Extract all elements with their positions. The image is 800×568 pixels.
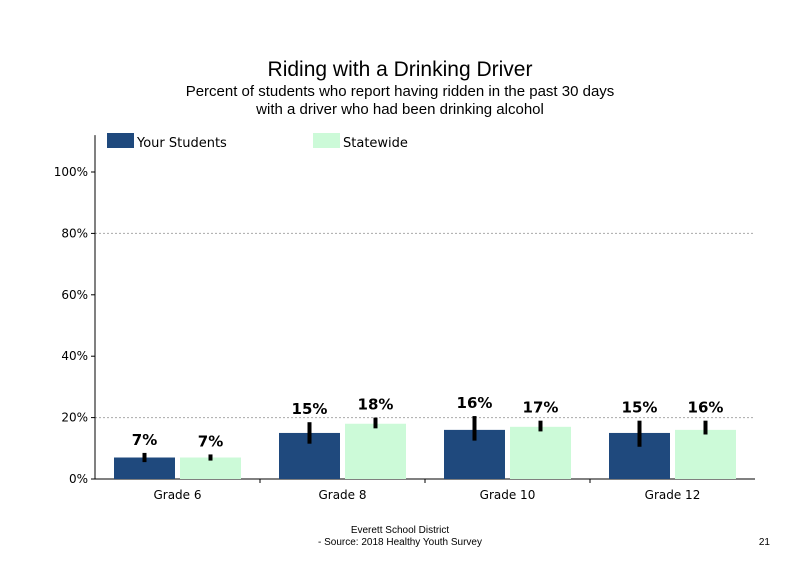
chart-subtitle: Percent of students who report having ri… (0, 83, 800, 119)
data-label: 18% (358, 396, 394, 414)
x-tick-label: Grade 8 (318, 488, 366, 502)
y-tick-label: 100% (54, 165, 88, 179)
gridlines (95, 232, 755, 419)
data-label: 7% (198, 432, 223, 450)
bar-your-students (114, 457, 175, 479)
chart-title: Riding with a Drinking Driver (267, 58, 533, 81)
bar-statewide (510, 426, 571, 479)
data-label: 16% (457, 394, 493, 412)
data-label: 16% (688, 399, 724, 417)
x-tick-label: Grade 10 (480, 488, 536, 502)
footer-district: Everett School District (350, 525, 450, 536)
bar-statewide (675, 429, 736, 479)
page-number: 21 (758, 537, 770, 548)
x-tick-label: Grade 12 (645, 488, 701, 502)
legend-swatch-statewide (313, 133, 340, 148)
subtitle-line-1: Percent of students who report having ri… (185, 83, 615, 100)
footer-source: - Source: 2018 Healthy Youth Survey (318, 537, 482, 548)
legend-label: Statewide (343, 136, 408, 151)
y-tick-label: 80% (61, 226, 88, 240)
legend-label: Your Students (136, 136, 227, 151)
data-label: 15% (622, 399, 658, 417)
y-tick-label: 0% (69, 472, 88, 486)
footer: Everett School District - Source: 2018 H… (0, 525, 800, 549)
y-tick-label: 40% (61, 349, 88, 363)
data-labels: 7% 7% 15% 18% 16% 17% 15% 16% (132, 394, 724, 450)
bar-statewide (345, 423, 406, 479)
error-bars (142, 416, 708, 463)
data-label: 15% (292, 400, 328, 418)
x-tick-label: Grade 6 (153, 488, 201, 502)
y-tick-label: 20% (61, 411, 88, 425)
legend: Your Students Statewide (107, 133, 408, 151)
legend-swatch-your-students (107, 133, 134, 148)
data-label: 7% (132, 431, 157, 449)
subtitle-line-2: with a driver who had been drinking alco… (256, 101, 544, 118)
bar-statewide (180, 457, 241, 479)
y-tick-label: 60% (61, 288, 88, 302)
data-label: 17% (523, 399, 559, 417)
